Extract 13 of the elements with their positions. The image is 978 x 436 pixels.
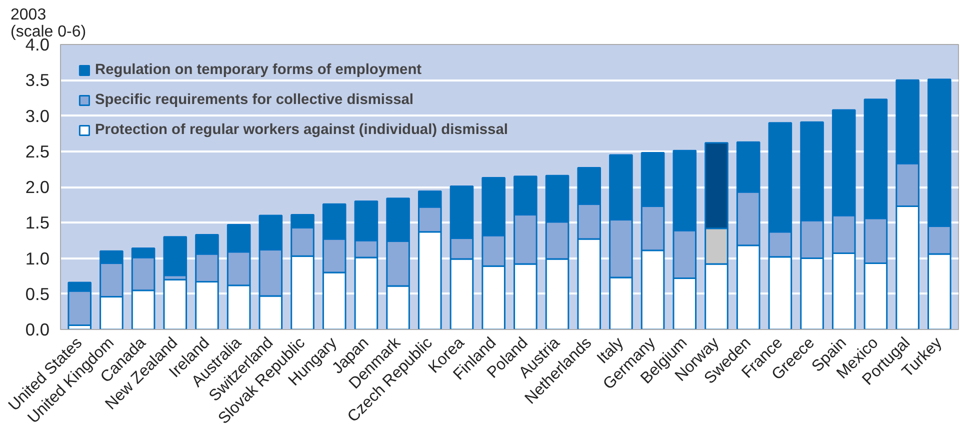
legend-label: Specific requirements for collective dismissal: [95, 92, 414, 108]
y-tick-label: 2.0: [25, 177, 50, 197]
y-axis-title: 2003 (scale 0-6): [10, 6, 86, 40]
y-tick-label: 0.5: [25, 284, 50, 304]
legend-label: Protection of regular workers against (individual) dismissal: [95, 122, 508, 138]
y-tick-label: 1.0: [25, 248, 50, 268]
y-tick-label: 0.0: [25, 320, 50, 340]
legend-label: Regulation on temporary forms of employment: [95, 62, 422, 78]
y-tick-label: 3.0: [25, 106, 50, 126]
y-tick-label: 1.5: [25, 212, 50, 233]
bar: [163, 236, 188, 276]
y-tick-label: 2.5: [25, 141, 50, 162]
y-tick-label: 3.5: [25, 70, 50, 90]
